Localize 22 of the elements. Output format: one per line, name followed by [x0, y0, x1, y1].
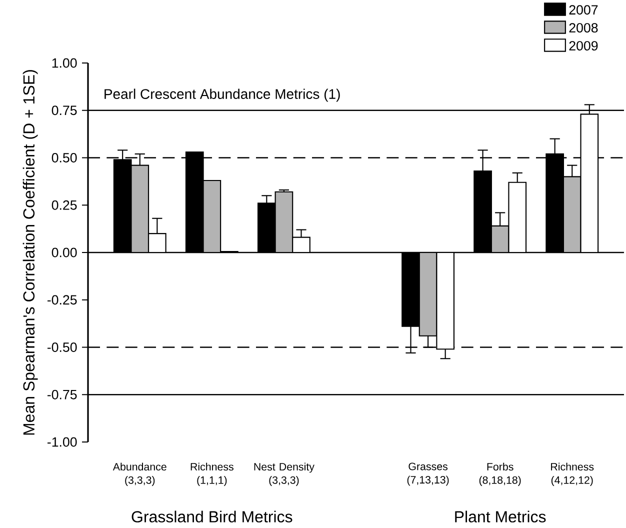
text: Pearl Crescent Abundance Metrics (1)	[104, 88, 340, 102]
y-tick-label: 1.00	[52, 58, 77, 68]
x-tick-label: Richness (4,12,12)	[551, 462, 594, 486]
text: Plant Metrics	[455, 510, 546, 522]
x-tick-label: Richness (1,1,1)	[190, 462, 234, 486]
x-tick-label: Forbs (8,18,18)	[479, 462, 521, 486]
y-tick-label: -0.25	[47, 295, 77, 305]
y-tick-label: -0.50	[47, 342, 77, 352]
y-tick-label: 0.50	[52, 153, 77, 162]
legend-label: 2008	[569, 23, 598, 33]
legend-label: 2009	[569, 41, 598, 51]
x-tick-label: Abundance (3,3,3)	[112, 462, 166, 486]
y-tick-label: 0.75	[52, 106, 77, 116]
y-axis-title: Mean Spearman's Correlation Coefficient (D + 1SE)	[22, 70, 38, 435]
text: Grassland Bird Metrics	[132, 510, 292, 522]
x-tick-label: Nest Density (3,3,3)	[254, 462, 314, 486]
y-tick-label: -0.75	[47, 390, 77, 400]
y-tick-label: -1.00	[47, 437, 77, 447]
legend-label: 2007	[569, 5, 598, 15]
y-tick-label: 0.00	[52, 248, 77, 258]
x-tick-label: Grasses (7,13,13)	[407, 462, 449, 486]
y-tick-label: 0.25	[52, 200, 77, 210]
